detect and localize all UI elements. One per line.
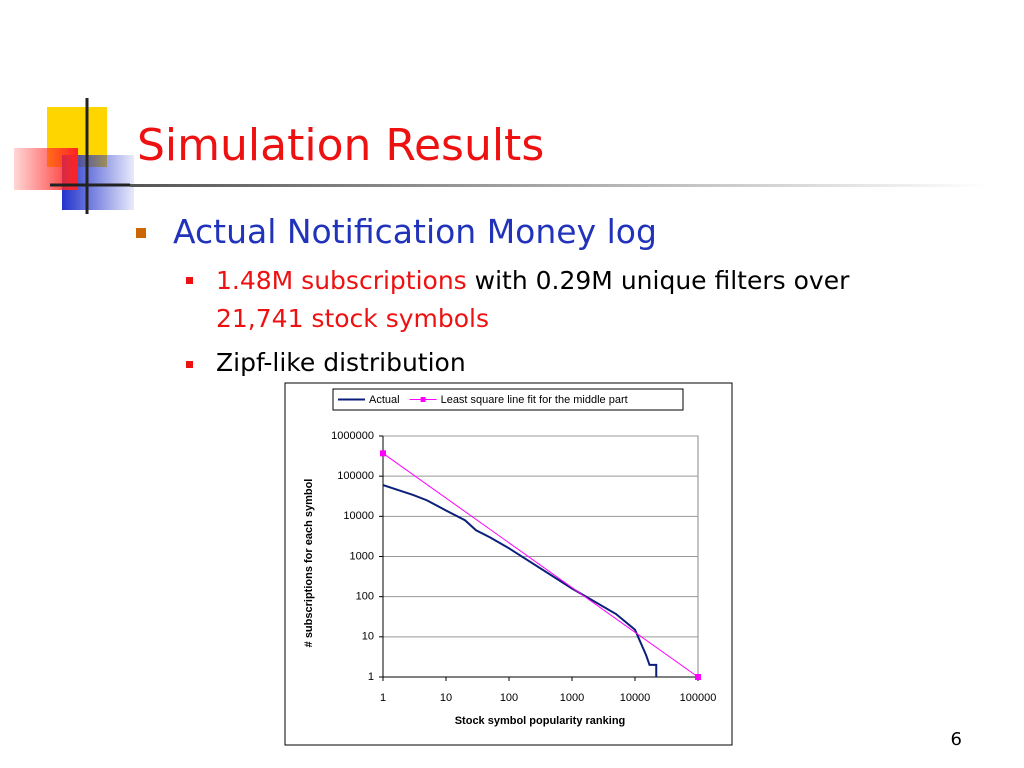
bullet-marker <box>186 361 193 368</box>
x-tick-label: 1 <box>380 692 386 704</box>
x-tick-label: 100 <box>500 692 518 704</box>
page-number: 6 <box>951 729 962 750</box>
bullet-marker <box>186 277 193 284</box>
text-run: Zipf-like distribution <box>216 348 466 377</box>
legend-box <box>332 388 684 411</box>
series-line <box>382 452 699 678</box>
series-line <box>382 484 658 677</box>
y-tick-label: 1 <box>368 671 374 683</box>
point-marker <box>695 674 701 680</box>
bullet-text: Actual Notification Money log <box>173 212 657 251</box>
decoration <box>14 98 990 214</box>
y-tick-label: 10 <box>362 631 374 643</box>
legend-marker <box>420 397 426 402</box>
y-tick-label: 1000 <box>350 550 374 562</box>
x-tick-label: 100000 <box>680 692 717 704</box>
sub-bullet: 1.48M subscriptions with 0.29M unique fi… <box>216 266 850 295</box>
chart: Stock symbol popularity ranking # subscr… <box>284 382 733 746</box>
y-tick-label: 1000000 <box>331 430 374 442</box>
y-tick-label: 10000 <box>343 510 374 522</box>
x-axis-title: Stock symbol popularity ranking <box>455 715 626 727</box>
text-run: with 0.29M unique filters over <box>467 266 850 295</box>
x-tick-label: 10000 <box>620 692 651 704</box>
slide-title: Simulation Results <box>137 120 544 171</box>
legend-label: Least square line fit for the middle par… <box>441 394 628 406</box>
x-tick-label: 10 <box>440 692 452 704</box>
sub-bullet: 21,741 stock symbols <box>216 304 489 333</box>
y-axis-title: # subscriptions for each symbol <box>303 479 315 648</box>
y-tick-label: 100 <box>356 591 374 603</box>
text-run: 1.48M subscriptions <box>216 266 467 295</box>
x-tick-label: 1000 <box>560 692 584 704</box>
text-run: 21,741 stock symbols <box>216 304 489 333</box>
sub-bullet: Zipf-like distribution <box>216 348 466 377</box>
point-marker <box>380 450 386 457</box>
y-tick-label: 100000 <box>337 470 374 482</box>
bullet-marker <box>136 228 146 238</box>
legend: Actual Least square line fit for the midd… <box>332 388 684 411</box>
legend-label: Actual <box>369 394 400 406</box>
